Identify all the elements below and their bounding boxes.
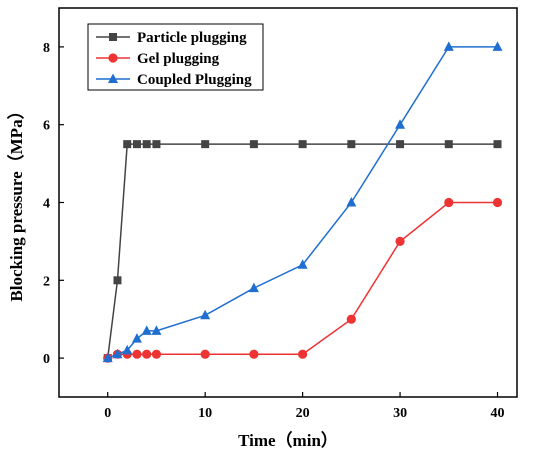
- y-tick-label: 4: [43, 197, 50, 212]
- x-tick-label: 30: [393, 406, 407, 421]
- series-line-gel-plugging: [107, 201, 498, 359]
- x-tick-label: 40: [491, 406, 505, 421]
- series-line-particle-plugging: [106, 143, 498, 359]
- data-point-coupled-plugging: [395, 119, 406, 129]
- data-point-particle-plugging: [142, 140, 151, 149]
- x-axis-title: Time（min）: [238, 430, 338, 450]
- data-point-particle-plugging: [298, 140, 307, 149]
- data-point-coupled-plugging: [492, 41, 503, 51]
- data-point-coupled-plugging: [151, 325, 162, 335]
- series-gel-plugging: [103, 197, 503, 363]
- series-line-coupled-plugging: [107, 46, 498, 359]
- data-point-particle-plugging: [113, 276, 122, 285]
- data-point-coupled-plugging: [141, 325, 152, 335]
- x-tick-label: 0: [104, 406, 111, 421]
- legend-marker: [109, 33, 117, 41]
- data-point-particle-plugging: [201, 140, 210, 149]
- legend-item-coupled-plugging: Coupled Plugging: [96, 72, 252, 88]
- data-point-gel-plugging: [492, 197, 503, 208]
- data-point-coupled-plugging: [297, 259, 308, 269]
- data-point-particle-plugging: [493, 140, 502, 149]
- legend-item-particle-plugging: Particle plugging: [96, 30, 247, 46]
- legend-label: Gel plugging: [137, 51, 220, 67]
- data-point-particle-plugging: [396, 140, 405, 149]
- data-point-gel-plugging: [249, 349, 259, 359]
- data-point-coupled-plugging: [122, 344, 133, 355]
- x-tick-label: 10: [198, 406, 212, 421]
- legend-item-gel-plugging: Gel plugging: [96, 51, 220, 67]
- legend-label: Particle plugging: [137, 30, 247, 46]
- data-point-particle-plugging: [347, 140, 356, 149]
- axis-ticks: 0 10 20 30 40 0 2 4 6 8: [43, 41, 505, 421]
- data-point-gel-plugging: [200, 349, 210, 359]
- data-point-particle-plugging: [123, 140, 132, 149]
- y-tick-label: 6: [43, 119, 50, 134]
- data-point-gel-plugging: [132, 349, 142, 359]
- data-point-coupled-plugging: [112, 348, 123, 359]
- legend-label: Coupled Plugging: [137, 72, 252, 88]
- y-tick-label: 0: [43, 352, 50, 367]
- x-tick-label: 20: [296, 406, 310, 421]
- data-point-gel-plugging: [395, 236, 405, 246]
- y-tick-label: 2: [43, 274, 50, 289]
- data-point-coupled-plugging: [248, 282, 259, 293]
- data-point-particle-plugging: [152, 140, 161, 149]
- data-point-coupled-plugging: [131, 333, 142, 343]
- data-point-coupled-plugging: [102, 352, 113, 363]
- series-coupled-plugging: [102, 41, 503, 363]
- series-layer: [102, 41, 503, 363]
- y-axis-title: Blocking pressure（MPa）: [6, 102, 26, 301]
- legend-marker: [108, 73, 118, 83]
- legend: Particle plugging Gel plugging Coupled Plu…: [87, 23, 264, 91]
- data-point-gel-plugging: [444, 197, 454, 208]
- data-point-coupled-plugging: [346, 197, 357, 207]
- data-point-coupled-plugging: [200, 309, 211, 320]
- legend-marker: [108, 53, 118, 63]
- data-point-particle-plugging: [249, 140, 258, 149]
- data-point-gel-plugging: [346, 314, 356, 324]
- data-point-gel-plugging: [298, 349, 308, 359]
- data-point-gel-plugging: [151, 349, 162, 359]
- y-tick-label: 8: [43, 41, 50, 56]
- data-point-particle-plugging: [132, 140, 141, 149]
- data-point-gel-plugging: [142, 349, 152, 359]
- data-point-coupled-plugging: [443, 41, 454, 51]
- data-point-particle-plugging: [444, 140, 453, 149]
